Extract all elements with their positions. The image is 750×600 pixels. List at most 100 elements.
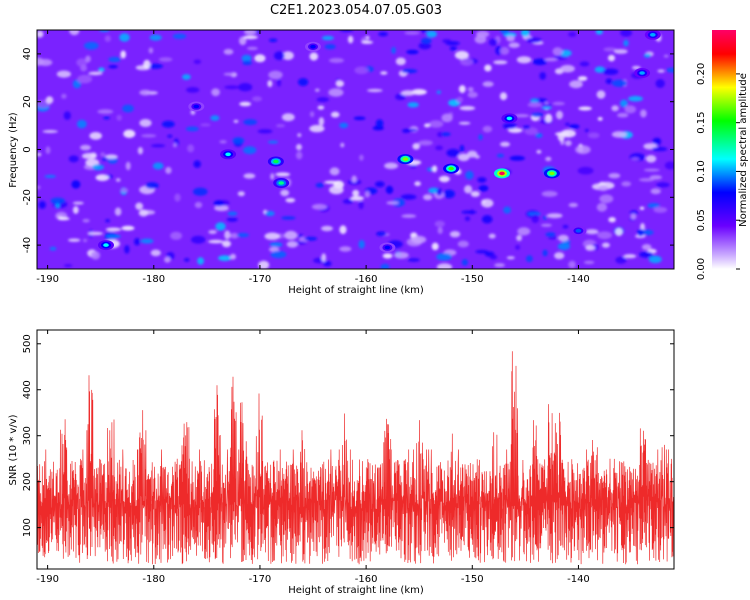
heatmap-cell: [215, 222, 226, 231]
heatmap-cell: [269, 242, 283, 248]
heatmap-cell: [552, 101, 565, 106]
heatmap-cell: [224, 85, 240, 90]
heatmap-cell: [506, 35, 515, 42]
heatmap-hotspot: [639, 71, 645, 75]
heatmap-cell: [380, 263, 390, 269]
heatmap-cell: [350, 195, 364, 201]
heatmap-cell: [666, 67, 674, 73]
heatmap-cell: [315, 182, 324, 188]
heatmap-cell: [174, 193, 181, 202]
heatmap-cell: [386, 201, 399, 205]
heatmap-cell: [268, 38, 278, 43]
heatmap-cell: [121, 225, 135, 231]
heatmap-cell: [257, 129, 273, 134]
heatmap-cell: [270, 173, 275, 180]
heatmap-cell: [437, 131, 444, 138]
heatmap-cell: [210, 115, 220, 121]
heatmap-cell: [557, 242, 571, 251]
heatmap-x-axis-label: Height of straight line (km): [288, 285, 424, 296]
heatmap-cell: [243, 119, 258, 126]
heatmap-cell: [104, 35, 111, 42]
heatmap-cell: [243, 173, 256, 179]
heatmap-cell: [458, 121, 471, 125]
heatmap-cell: [105, 219, 110, 223]
colorbar: 0.00 0.05 0.10 0.15 0.20 Normalized spectral…: [696, 30, 749, 280]
heatmap-cell: [391, 46, 396, 54]
heatmap-cell: [617, 112, 629, 118]
heatmap-cell: [87, 231, 103, 236]
heatmap-cell: [598, 185, 609, 192]
heatmap-cell: [172, 33, 187, 39]
heatmap-cell: [61, 93, 67, 99]
heatmap-cell: [400, 194, 417, 200]
heatmap-cell: [318, 117, 325, 126]
x-tick-label: -170: [249, 574, 272, 585]
heatmap-hotspot: [278, 181, 285, 185]
heatmap-cell: [544, 113, 553, 123]
heatmap-cell: [230, 253, 236, 260]
heatmap-cell: [650, 188, 661, 195]
x-tick-label: -160: [355, 574, 378, 585]
heatmap-cell: [436, 263, 453, 269]
heatmap-cell: [45, 146, 51, 154]
heatmap-cell: [37, 30, 44, 38]
heatmap-cell: [420, 37, 432, 44]
heatmap-cell: [123, 129, 136, 138]
heatmap-cell: [401, 69, 418, 74]
heatmap-cell: [194, 201, 203, 209]
heatmap-cell: [602, 68, 619, 75]
y-tick-label: 100: [22, 518, 33, 537]
heatmap-cell: [639, 251, 654, 258]
heatmap-cell: [316, 97, 329, 103]
heatmap-cell: [608, 217, 616, 223]
heatmap-cell: [655, 79, 665, 88]
heatmap-cell: [620, 30, 633, 37]
chart-title: C2E1.2023.054.07.05.G03: [270, 3, 442, 18]
snr-panel: -190 -180 -170 -160 -150 -140 100 200 300 400 500…: [8, 329, 675, 596]
colorbar-ticks: 0.00 0.05 0.10 0.15 0.20: [696, 63, 740, 280]
x-tick-label: -180: [142, 274, 165, 285]
heatmap-cell: [400, 90, 416, 96]
y-tick-label: 300: [22, 426, 33, 445]
heatmap-hotspot: [499, 171, 505, 176]
heatmap-cell: [223, 48, 234, 55]
heatmap-cell: [465, 170, 474, 180]
heatmap-cell: [651, 146, 668, 152]
heatmap-cell: [268, 70, 283, 80]
heatmap-cell: [37, 185, 41, 190]
heatmap-cell: [594, 66, 606, 73]
heatmap-cell: [615, 256, 627, 264]
heatmap-hotspot: [549, 171, 555, 176]
heatmap-cell: [657, 69, 665, 73]
heatmap-cell: [37, 57, 44, 66]
heatmap-cell: [596, 202, 608, 212]
heatmap-cell: [140, 238, 154, 244]
heatmap-cell: [297, 78, 309, 87]
heatmap-cell: [624, 105, 637, 114]
heatmap-cell: [564, 140, 572, 147]
colorbar-tick-label: 0.05: [696, 209, 707, 231]
heatmap-cell: [585, 245, 596, 251]
heatmap-cell: [321, 35, 334, 41]
heatmap-cell: [449, 231, 461, 238]
heatmap-cell: [527, 212, 541, 216]
heatmap-cell: [72, 206, 79, 214]
heatmap-cell: [457, 240, 469, 248]
heatmap-cell: [49, 246, 57, 251]
heatmap-cell: [467, 150, 478, 158]
heatmap-cell: [324, 44, 336, 50]
heatmap-cell: [309, 111, 315, 118]
heatmap-cell: [138, 209, 149, 217]
heatmap-cell: [482, 125, 493, 133]
heatmap-cell: [89, 132, 102, 140]
heatmap-cell: [359, 154, 364, 161]
heatmap-cell: [335, 80, 344, 87]
snr-x-axis-label: Height of straight line (km): [288, 585, 424, 596]
heatmap-cell: [489, 254, 498, 260]
heatmap-cell: [583, 260, 595, 265]
heatmap-cell: [276, 78, 282, 87]
heatmap-cell: [137, 147, 143, 155]
heatmap-cell: [358, 201, 364, 210]
heatmap-cell: [410, 235, 427, 244]
x-tick-label: -190: [36, 274, 59, 285]
